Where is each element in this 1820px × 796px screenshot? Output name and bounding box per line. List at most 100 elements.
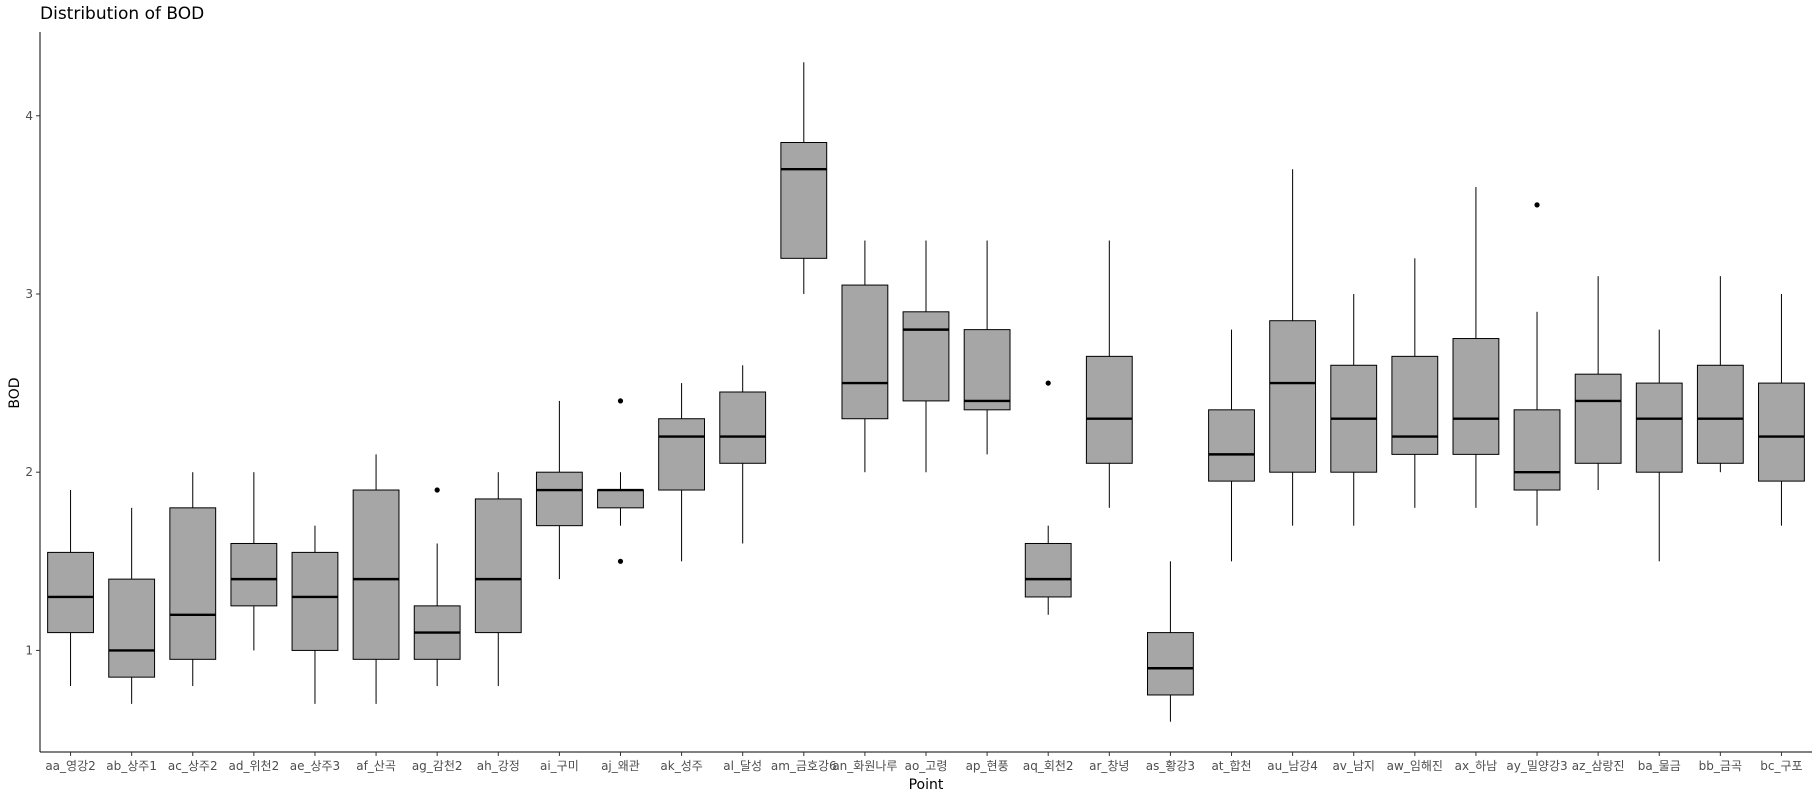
iqr-box — [1635, 382, 1683, 473]
box-ay_밀양강3 — [1513, 202, 1561, 526]
x-tick-label: ba_물금 — [1638, 759, 1681, 773]
x-tick-label: aa_영강2 — [45, 759, 95, 773]
outlier-point — [1045, 380, 1051, 386]
y-tick-label: 1 — [25, 643, 33, 657]
iqr-box — [1452, 338, 1500, 455]
x-tick-label: ai_구미 — [540, 759, 579, 773]
iqr-box — [1574, 373, 1622, 464]
iqr-box — [1024, 542, 1072, 598]
iqr-box — [1147, 632, 1194, 696]
x-tick-label: ao_고령 — [905, 759, 948, 773]
iqr-box — [780, 141, 828, 259]
box-ar_창녕 — [1085, 240, 1133, 508]
x-tick-label: ap_현풍 — [966, 759, 1009, 773]
outlier-point — [617, 558, 624, 564]
y-tick-label: 4 — [25, 109, 33, 123]
x-tick-label: bb_금곡 — [1699, 759, 1742, 773]
box-al_달성 — [719, 365, 767, 544]
iqr-box — [47, 551, 94, 634]
x-axis-title: Point — [909, 777, 944, 793]
x-tick-label: az_삼랑진 — [1572, 759, 1625, 773]
x-tick-label: bc_구포 — [1760, 759, 1802, 773]
outlier-point — [434, 487, 440, 493]
box-av_남지 — [1330, 293, 1378, 526]
box-ad_위천2 — [230, 472, 278, 651]
x-tick-label: au_남강4 — [1267, 759, 1318, 773]
iqr-box — [597, 489, 644, 509]
x-tick-label: ay_밀양강3 — [1506, 759, 1567, 773]
outlier-point — [1534, 202, 1540, 208]
outlier-point — [617, 398, 624, 404]
box-au_남강4 — [1269, 169, 1317, 526]
box-af_산곡 — [352, 454, 400, 704]
iqr-box — [474, 498, 522, 634]
iqr-box — [1269, 320, 1317, 473]
x-tick-label: ak_성주 — [660, 759, 702, 773]
y-axis-ticks: 1 2 3 4 — [25, 109, 40, 657]
box-ae_상주3 — [291, 525, 339, 704]
x-tick-label: as_황강3 — [1146, 759, 1195, 773]
iqr-box — [1513, 409, 1561, 491]
iqr-box — [841, 284, 889, 420]
box-aw_임해진 — [1391, 258, 1439, 508]
x-tick-label: ac_상주2 — [168, 759, 218, 773]
iqr-box — [1696, 364, 1744, 464]
iqr-box — [658, 418, 706, 491]
box-ab_상주1 — [108, 507, 156, 704]
x-tick-label: ab_상주1 — [106, 759, 157, 773]
plot-area — [47, 62, 1805, 722]
iqr-box — [719, 391, 767, 464]
x-tick-label: av_남지 — [1332, 759, 1375, 773]
x-tick-label: af_산곡 — [356, 759, 396, 773]
x-tick-label: al_달성 — [723, 759, 762, 773]
y-tick-label: 3 — [25, 287, 33, 301]
x-tick-label: aw_임해진 — [1387, 759, 1443, 773]
box-as_황강3 — [1147, 561, 1194, 722]
x-tick-label: an_화원나루 — [832, 759, 897, 773]
box-ak_성주 — [658, 383, 706, 562]
chart-title: Distribution of BOD — [40, 4, 205, 24]
x-tick-label: am_금호강6 — [771, 759, 837, 773]
iqr-box — [1085, 355, 1133, 464]
box-ag_감천2 — [413, 487, 461, 687]
x-tick-label: ae_상주3 — [290, 759, 340, 773]
box-at_합천 — [1208, 329, 1255, 562]
x-tick-label: ax_하남 — [1455, 759, 1498, 773]
iqr-box — [352, 489, 400, 660]
box-bb_금곡 — [1696, 276, 1744, 473]
x-tick-label: aj_왜관 — [601, 759, 640, 773]
box-aq_회천2 — [1024, 380, 1072, 615]
iqr-box — [535, 471, 583, 527]
x-tick-label: aq_회천2 — [1023, 758, 1074, 773]
iqr-box — [963, 329, 1011, 411]
box-ai_구미 — [535, 400, 583, 580]
box-ax_하남 — [1452, 187, 1500, 508]
iqr-box — [291, 551, 339, 651]
box-am_금호강6 — [780, 62, 828, 294]
box-ba_물금 — [1635, 329, 1683, 562]
box-ah_강정 — [474, 472, 522, 687]
x-tick-label: at_합천 — [1211, 758, 1251, 773]
box-aa_영강2 — [47, 490, 94, 687]
x-tick-label: ah_강정 — [477, 759, 520, 773]
box-az_삼랑진 — [1574, 276, 1622, 491]
iqr-box — [230, 542, 278, 607]
iqr-box — [1391, 355, 1439, 455]
box-ap_현풍 — [963, 240, 1011, 455]
x-tick-label: ar_창녕 — [1089, 759, 1129, 773]
box-an_화원나루 — [841, 240, 889, 473]
y-axis-title: BOD — [7, 377, 23, 408]
y-tick-label: 2 — [25, 465, 33, 479]
iqr-box — [108, 578, 156, 678]
box-bc_구포 — [1758, 293, 1805, 526]
x-axis-ticks: aa_영강2 ab_상주1 ac_상주2 ad_위천2 ae_상주3 af_산곡 ag_감천… — [45, 752, 1803, 773]
iqr-box — [1758, 382, 1805, 482]
box-aj_왜관 — [597, 398, 644, 564]
x-tick-label: ag_감천2 — [412, 758, 463, 773]
iqr-box — [902, 311, 950, 402]
box-ao_고령 — [902, 240, 950, 473]
box-ac_상주2 — [169, 472, 217, 687]
iqr-box — [1208, 409, 1255, 482]
iqr-box — [169, 507, 217, 660]
